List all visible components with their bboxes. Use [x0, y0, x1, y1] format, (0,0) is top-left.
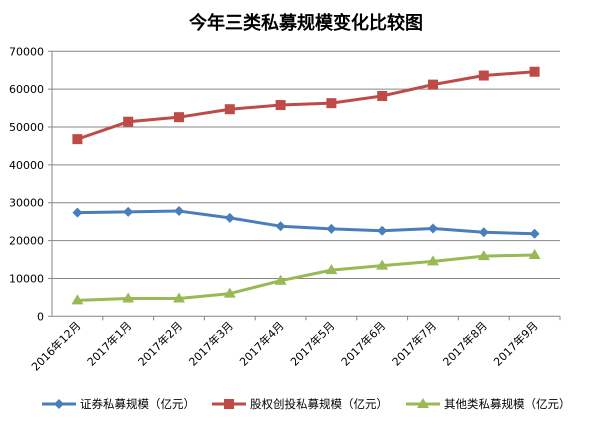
- y-tick-label: 0: [37, 310, 44, 323]
- diamond-marker: [54, 399, 64, 409]
- x-tick-label: 2017年9月: [491, 319, 541, 369]
- legend-label: 其他类私募规模（亿元）: [444, 397, 571, 411]
- series-1: [72, 66, 540, 145]
- triangle-marker: [223, 287, 236, 298]
- square-marker: [224, 399, 234, 409]
- diamond-marker: [529, 228, 540, 239]
- diamond-marker: [224, 212, 235, 223]
- square-marker: [224, 104, 235, 115]
- x-tick-label: 2017年3月: [186, 319, 236, 369]
- triangle-marker: [325, 264, 338, 275]
- diamond-marker: [72, 207, 83, 218]
- triangle-marker: [274, 274, 287, 285]
- diamond-marker: [275, 221, 286, 232]
- x-tick-label: 2017年8月: [440, 319, 490, 369]
- series-group: [71, 66, 541, 305]
- diamond-marker: [428, 223, 438, 234]
- legend: 证券私募规模（亿元） 股权创投私募规模（亿元） 其他类私募规模（亿元）: [42, 397, 571, 411]
- series-line: [77, 253, 535, 302]
- diamond-marker: [478, 227, 489, 238]
- y-tick-label: 60000: [9, 83, 44, 96]
- triangle-marker: [427, 255, 439, 266]
- square-marker: [123, 116, 134, 127]
- triangle-marker: [477, 250, 490, 261]
- triangle-marker: [173, 292, 185, 303]
- square-marker: [326, 98, 337, 109]
- square-marker: [428, 79, 438, 90]
- legend-label: 证券私募规模（亿元）: [80, 397, 195, 411]
- series-line: [77, 209, 535, 236]
- square-marker: [174, 112, 184, 123]
- legend-item: 股权创投私募规模（亿元）: [212, 397, 388, 411]
- y-tick-label: 70000: [9, 45, 44, 58]
- diamond-marker: [123, 206, 134, 217]
- square-marker: [72, 134, 83, 145]
- triangle-marker: [376, 259, 389, 270]
- x-tick-label: 2017年2月: [135, 319, 185, 369]
- legend-item: 其他类私募规模（亿元）: [406, 397, 571, 411]
- series-2: [71, 248, 541, 305]
- y-axis-ticks: 0 10000 20000 30000 40000 50000 60000 70000: [9, 45, 44, 323]
- x-tick-label: 2017年1月: [84, 319, 134, 369]
- x-tick-label: 2017年5月: [287, 319, 337, 369]
- y-tick-label: 10000: [9, 272, 44, 285]
- square-marker: [275, 100, 286, 111]
- x-tick-label: 2017年4月: [237, 319, 287, 369]
- y-tick-label: 40000: [9, 159, 44, 172]
- triangle-marker: [71, 294, 84, 305]
- x-tick-label: 2016年12月: [28, 319, 83, 374]
- triangle-marker: [417, 398, 429, 408]
- diamond-marker: [174, 206, 184, 217]
- legend-item: 证券私募规模（亿元）: [42, 397, 195, 411]
- series-0: [72, 206, 540, 239]
- y-tick-label: 30000: [9, 197, 44, 210]
- diamond-marker: [326, 223, 337, 234]
- square-marker: [377, 90, 388, 101]
- y-tick-label: 50000: [9, 121, 44, 134]
- legend-label: 股权创投私募规模（亿元）: [250, 397, 388, 411]
- square-marker: [478, 70, 489, 81]
- diamond-marker: [377, 225, 388, 236]
- triangle-marker: [528, 248, 541, 259]
- y-tick-label: 20000: [9, 235, 44, 248]
- x-axis-ticks: 2016年12月 2017年1月 2017年2月 2017年3月 2017年4月 2017…: [28, 319, 540, 374]
- chart-title: 今年三类私募规模变化比较图: [189, 12, 423, 34]
- triangle-marker: [122, 292, 135, 303]
- x-tick-label: 2017年6月: [338, 319, 388, 369]
- gridlines: [48, 50, 561, 321]
- series-line: [76, 70, 535, 141]
- square-marker: [529, 66, 540, 77]
- x-tick-label: 2017年7月: [389, 319, 439, 369]
